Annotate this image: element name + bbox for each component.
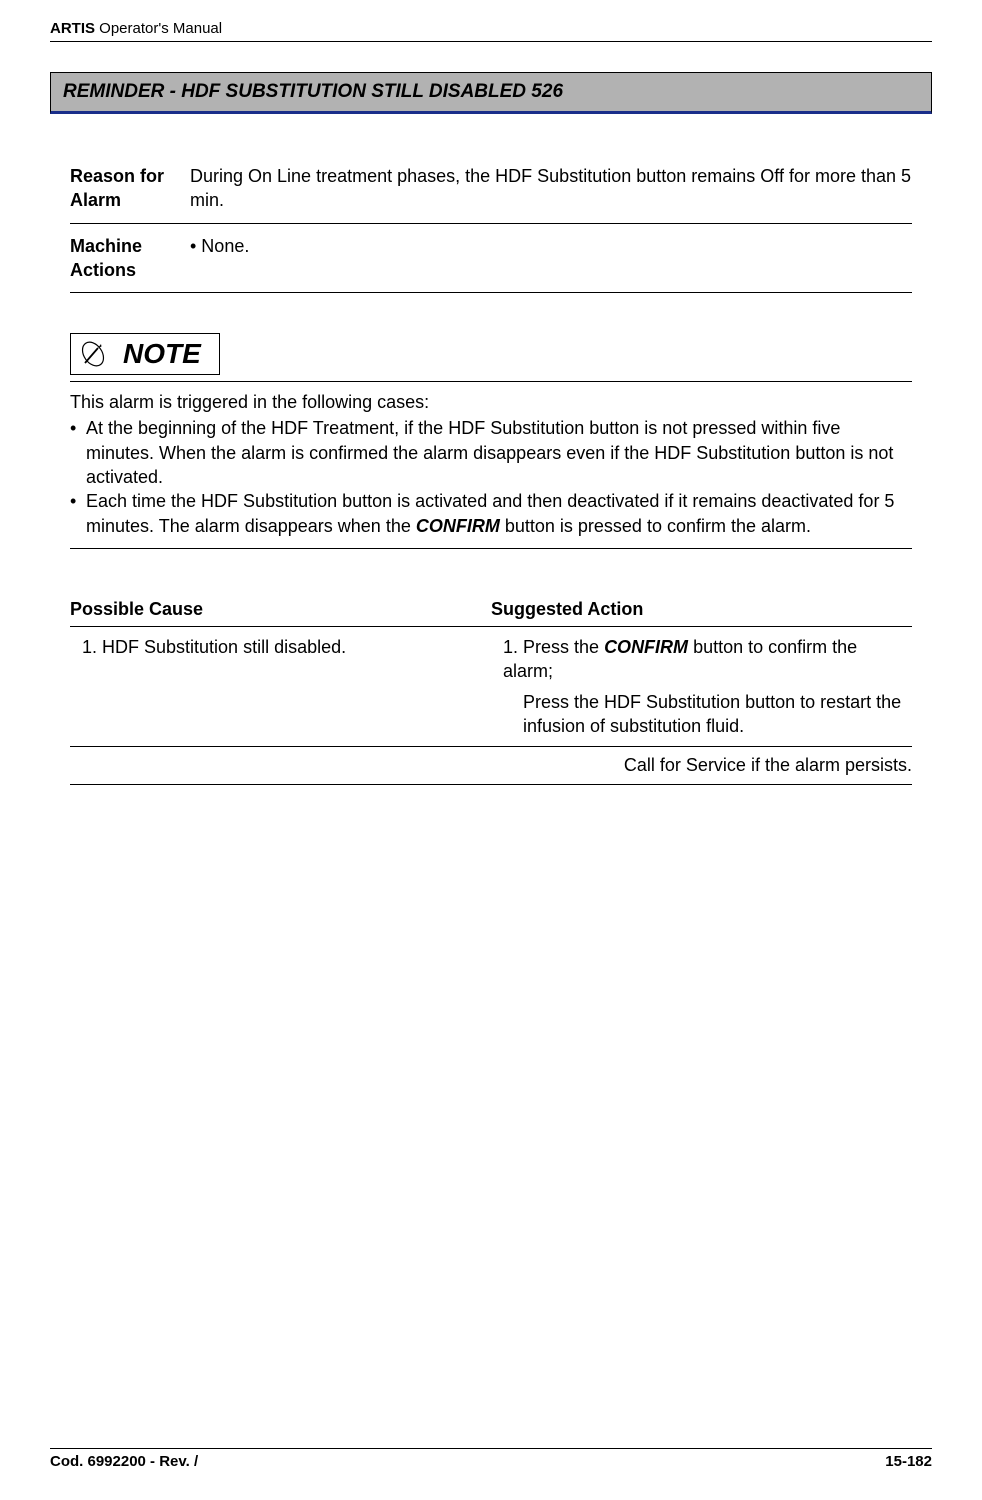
- machine-actions-label: Machine Actions: [70, 234, 190, 283]
- action-line-1: 1. Press the CONFIRM button to confirm t…: [503, 635, 912, 684]
- header-left: ARTIS Operator's Manual: [50, 20, 222, 37]
- action-bold: CONFIRM: [604, 637, 688, 657]
- alarm-info-section: Reason for Alarm During On Line treatmen…: [70, 154, 912, 293]
- page-header: ARTIS Operator's Manual: [50, 20, 932, 37]
- footer-page: 15-182: [885, 1453, 932, 1470]
- reason-text: During On Line treatment phases, the HDF…: [190, 164, 912, 213]
- note-header: NOTE: [70, 333, 220, 375]
- cause-action-section: Possible Cause Suggested Action 1. HDF S…: [70, 599, 912, 785]
- doc-title: Operator's Manual: [99, 20, 222, 37]
- cause-action-header: Possible Cause Suggested Action: [70, 599, 912, 627]
- alarm-title-text: REMINDER - HDF SUBSTITUTION STILL DISABL…: [63, 81, 563, 102]
- page-footer: Cod. 6992200 - Rev. / 15-182: [50, 1448, 932, 1470]
- action-cell: 1. Press the CONFIRM button to confirm t…: [491, 635, 912, 738]
- header-divider: [50, 41, 932, 42]
- footer-line: Cod. 6992200 - Rev. / 15-182: [50, 1453, 932, 1470]
- cause-cell: 1. HDF Substitution still disabled.: [70, 635, 491, 738]
- note-bullet-1: • At the beginning of the HDF Treatment,…: [70, 416, 912, 489]
- alarm-title-banner: REMINDER - HDF SUBSTITUTION STILL DISABL…: [50, 72, 932, 114]
- cause-action-footer: Call for Service if the alarm persists.: [70, 747, 912, 785]
- note-b2-bold: CONFIRM: [416, 516, 500, 536]
- note-intro: This alarm is triggered in the following…: [70, 390, 912, 414]
- reason-row: Reason for Alarm During On Line treatmen…: [70, 154, 912, 224]
- footer-divider: [50, 1448, 932, 1449]
- machine-actions-row: Machine Actions • None.: [70, 224, 912, 294]
- product-name: ARTIS: [50, 20, 95, 37]
- footer-code: Cod. 6992200 - Rev. /: [50, 1453, 198, 1470]
- bullet-dot: •: [70, 416, 86, 489]
- note-b2-post: button is pressed to confirm the alarm.: [500, 516, 811, 536]
- machine-actions-text: • None.: [190, 234, 912, 283]
- note-icon: [79, 340, 107, 368]
- bullet-dot: •: [70, 489, 86, 538]
- note-block: NOTE This alarm is triggered in the foll…: [70, 333, 912, 549]
- note-bullet-2-text: Each time the HDF Substitution button is…: [86, 489, 912, 538]
- action-sub: Press the HDF Substitution button to res…: [503, 690, 912, 739]
- note-bullet-2: • Each time the HDF Substitution button …: [70, 489, 912, 538]
- possible-cause-header: Possible Cause: [70, 599, 491, 620]
- suggested-action-header: Suggested Action: [491, 599, 912, 620]
- note-body: This alarm is triggered in the following…: [70, 382, 912, 549]
- note-bullet-1-text: At the beginning of the HDF Treatment, i…: [86, 416, 912, 489]
- reason-label: Reason for Alarm: [70, 164, 190, 213]
- cause-action-row: 1. HDF Substitution still disabled. 1. P…: [70, 627, 912, 747]
- note-label: NOTE: [123, 338, 201, 370]
- action-pre: 1. Press the: [503, 637, 604, 657]
